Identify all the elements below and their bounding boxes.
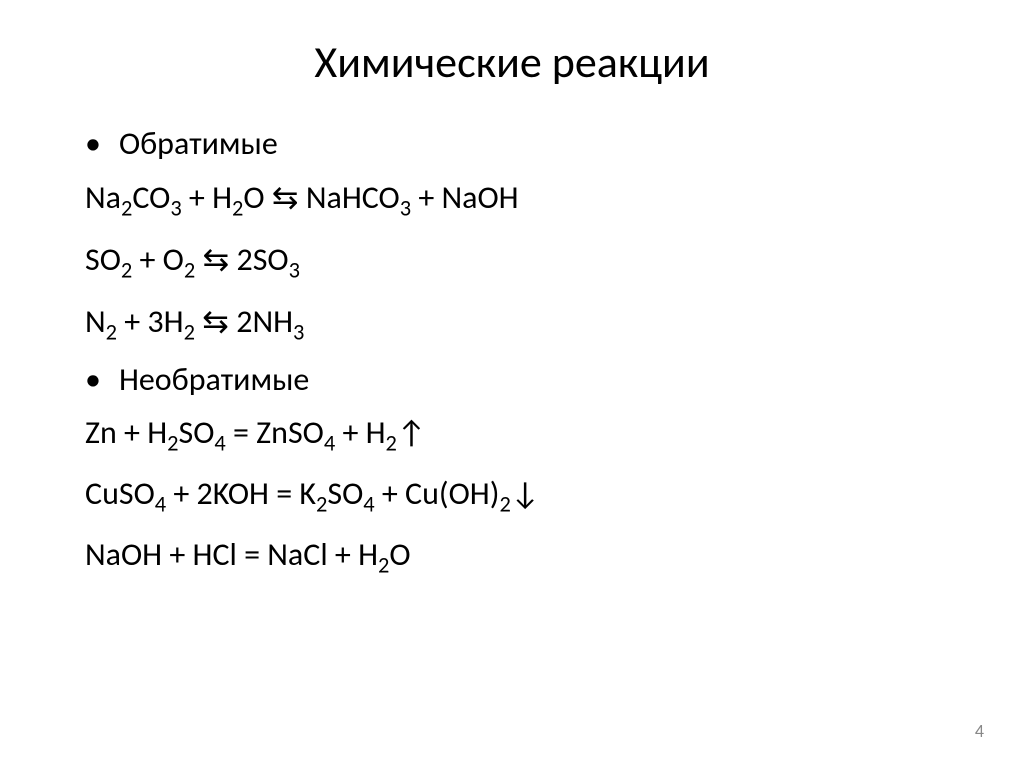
section-label-irreversible: Необратимые [119,360,309,399]
equation-4: Zn + H2SO4 = ZnSO4 + H2↑ [85,411,964,460]
section-label-reversible: Обратимые [119,124,278,163]
reversible-arrow-icon: ⇆ [202,241,229,277]
equation-6: NaOH + HCl = NaCl + H2O [85,533,964,582]
page-number: 4 [975,720,984,742]
reversible-arrow-icon: ⇆ [272,179,299,215]
slide-title: Химические реакции [60,35,964,89]
equation-2: SO2 + O2 ⇆ 2SO3 [85,237,964,287]
reversible-arrow-icon: ⇆ [202,303,229,339]
slide-content: • Обратимые Na2CO3 + H2O ⇆ NaHCO3 + NaOH… [60,124,964,582]
bullet-irreversible: • Необратимые [85,360,964,399]
equation-5: CuSO4 + 2KOH = K2SO4 + Cu(OH)2↓ [85,472,964,521]
up-arrow-icon: ↑ [397,413,426,452]
bullet-icon: • [85,364,101,396]
equation-1: Na2CO3 + H2O ⇆ NaHCO3 + NaOH [85,175,964,225]
bullet-icon: • [85,128,101,160]
bullet-reversible: • Обратимые [85,124,964,163]
equation-3: N2 + 3H2 ⇆ 2NH3 [85,299,964,349]
down-arrow-icon: ↓ [511,474,540,513]
